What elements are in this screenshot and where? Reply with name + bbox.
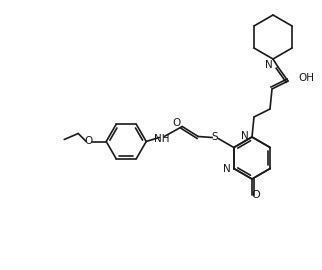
Text: O: O xyxy=(172,119,180,129)
Text: N: N xyxy=(223,164,231,174)
Text: OH: OH xyxy=(298,73,314,83)
Text: O: O xyxy=(84,136,92,146)
Text: NH: NH xyxy=(155,133,170,143)
Text: O: O xyxy=(251,190,260,200)
Text: S: S xyxy=(211,133,218,143)
Text: N: N xyxy=(241,131,249,141)
Text: N: N xyxy=(265,60,273,70)
